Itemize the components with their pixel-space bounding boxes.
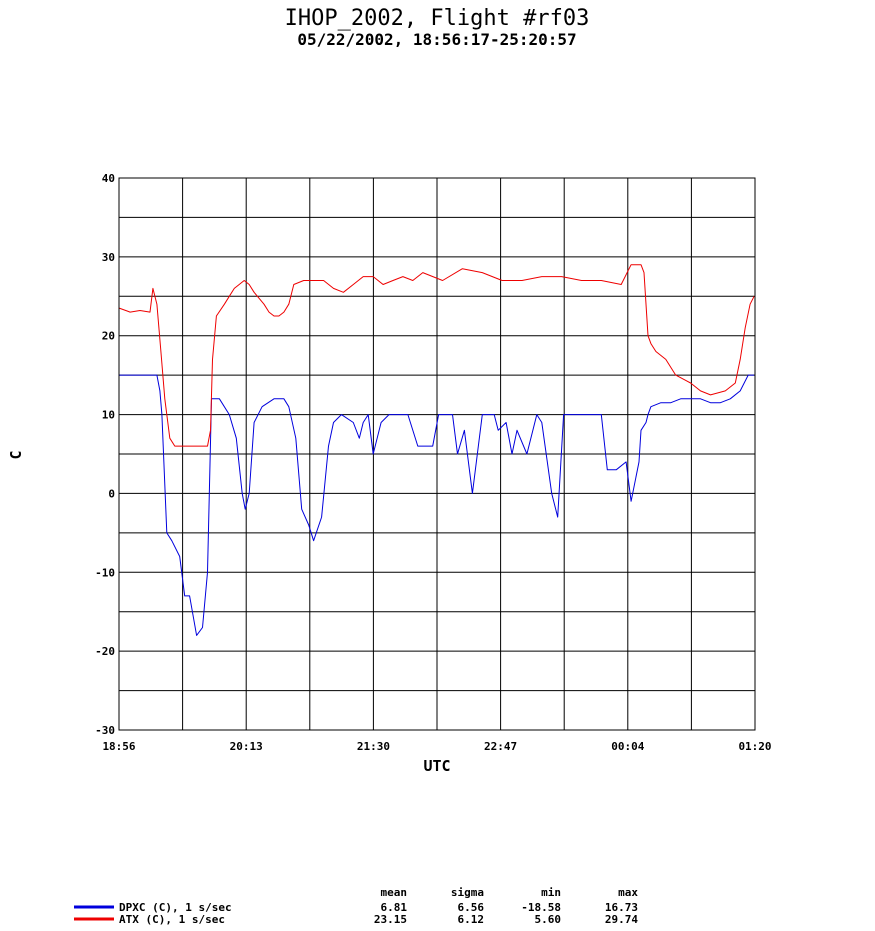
plot-series (119, 264, 755, 636)
stat-dpxc-sigma: 6.56 (458, 901, 485, 914)
stats-header-sigma: sigma (451, 886, 484, 899)
x-axis-label: UTC (423, 757, 450, 775)
y-tick-label: 40 (102, 172, 115, 185)
x-tick-labels: 18:56 20:13 21:30 22:47 00:04 01:20 (102, 740, 771, 753)
chart-subtitle: 05/22/2002, 18:56:17-25:20:57 (297, 30, 576, 49)
x-tick-label: 18:56 (102, 740, 135, 753)
stat-atx-mean: 23.15 (374, 913, 407, 926)
x-tick-label: 01:20 (738, 740, 771, 753)
x-tick-label: 22:47 (484, 740, 517, 753)
legend-row-dpxc: DPXC (C), 1 s/sec 6.81 6.56 -18.58 16.73 (74, 901, 638, 914)
stat-dpxc-max: 16.73 (605, 901, 638, 914)
y-tick-label: -20 (95, 645, 115, 658)
y-tick-label: 10 (102, 409, 115, 422)
chart-title: IHOP_2002, Flight #rf03 (285, 6, 590, 31)
x-tick-label: 21:30 (357, 740, 390, 753)
stat-atx-max: 29.74 (605, 913, 638, 926)
y-tick-label: 30 (102, 251, 115, 264)
y-tick-label: 20 (102, 330, 115, 343)
legend-label-atx: ATX (C), 1 s/sec (119, 913, 225, 926)
stats-header-min: min (541, 886, 561, 899)
y-tick-label: 0 (108, 487, 115, 500)
y-tick-label: -30 (95, 724, 115, 737)
stat-atx-min: 5.60 (535, 913, 562, 926)
series-line-atx (119, 264, 755, 447)
y-tick-label: -10 (95, 566, 115, 579)
y-tick-labels: -30 -20 -10 0 10 20 30 40 (95, 172, 115, 737)
y-axis-label: C (7, 450, 25, 459)
series-line-dpxc (119, 374, 755, 636)
stat-dpxc-min: -18.58 (521, 901, 561, 914)
stat-dpxc-mean: 6.81 (381, 901, 408, 914)
legend-label-dpxc: DPXC (C), 1 s/sec (119, 901, 232, 914)
stat-atx-sigma: 6.12 (458, 913, 485, 926)
legend-row-atx: ATX (C), 1 s/sec 23.15 6.12 5.60 29.74 (74, 913, 638, 926)
plot-frame (118, 177, 756, 731)
stats-header-mean: mean (381, 886, 408, 899)
grid-lines (118, 177, 756, 731)
stats-header: mean sigma min max (381, 886, 639, 899)
x-tick-label: 00:04 (611, 740, 644, 753)
stats-header-max: max (618, 886, 638, 899)
x-tick-label: 20:13 (230, 740, 263, 753)
